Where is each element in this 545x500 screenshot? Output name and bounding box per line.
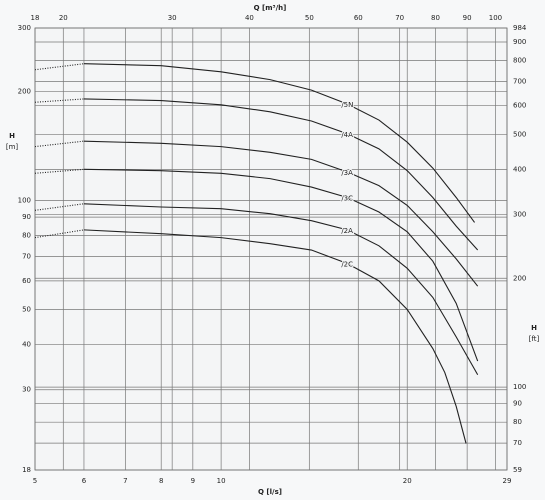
y-tick-label: 50 [22,305,31,313]
y2-tick-label: 59 [513,466,522,474]
pump-curve [83,168,479,362]
y2-axis-title: H [531,324,537,332]
y2-tick-label: 984 [513,24,527,32]
x-tick-label: 20 [403,477,412,485]
x-tick-label: 29 [503,477,512,485]
y2-axis-unit: [ft] [529,335,540,343]
x-tick-label: 8 [159,477,163,485]
y2-tick-label: 700 [513,77,526,85]
y-axis-title: H [9,132,15,140]
x2-axis-title: Q [m³/h] [254,4,287,12]
x2-tick-label: 50 [305,14,314,22]
y-tick-label: 90 [22,213,31,221]
pump-curve [83,63,476,223]
y2-tick-label: 90 [513,400,522,408]
curve-label: /2C [341,261,353,269]
y2-tick-label: 100 [513,383,526,391]
y2-tick-label: 200 [513,274,526,282]
y2-tick-label: 70 [513,439,522,447]
curve-extension [34,168,84,174]
y2-tick-label: 500 [513,130,526,138]
curve-extension [34,229,85,239]
x-tick-label: 6 [82,477,87,485]
y-tick-label: 100 [18,197,31,205]
y-tick-label: 70 [22,253,31,261]
x2-tick-label: 18 [31,14,40,22]
x-axis-title: Q [l/s] [258,488,282,496]
y2-tick-label: 300 [513,211,526,219]
curve-label: /4A [341,131,353,139]
curve-label: /2A [341,227,353,235]
curve-extension [34,98,84,103]
x2-tick-label: 100 [489,14,502,22]
y2-tick-label: 400 [513,165,526,173]
pump-curve [83,229,467,444]
y2-tick-label: 800 [513,57,526,65]
y2-tick-label: 900 [513,38,526,46]
y-tick-label: 200 [18,88,31,96]
x2-tick-label: 70 [395,14,404,22]
curve-extension [34,203,85,211]
curve-extension [34,63,85,71]
y-tick-label: 30 [22,386,31,394]
x-tick-label: 7 [123,477,127,485]
x2-tick-label: 90 [463,14,472,22]
x2-tick-label: 30 [168,14,177,22]
pump-curve [83,140,479,287]
curve-label: /3A [341,169,353,177]
y-axis-unit: [m] [6,143,19,151]
curve-extension [34,140,85,148]
plot-area [34,27,508,471]
pump-curve [83,203,479,376]
y-tick-label: 18 [22,466,31,474]
x2-tick-label: 80 [431,14,440,22]
y-tick-label: 60 [22,277,31,285]
x2-tick-label: 20 [59,14,68,22]
curve-label: /3C [341,194,353,202]
x2-tick-label: 40 [245,14,254,22]
y-tick-label: 80 [22,232,31,240]
y2-tick-label: 600 [513,102,526,110]
pump-curve [83,98,479,251]
y-tick-label: 40 [22,341,31,349]
y2-tick-label: 80 [513,418,522,426]
x-tick-label: 10 [217,477,226,485]
x-tick-label: 5 [33,477,37,485]
x-tick-label: 9 [191,477,195,485]
x2-tick-label: 60 [354,14,363,22]
y-tick-label: 300 [18,24,31,32]
curve-label: /5N [341,101,353,109]
